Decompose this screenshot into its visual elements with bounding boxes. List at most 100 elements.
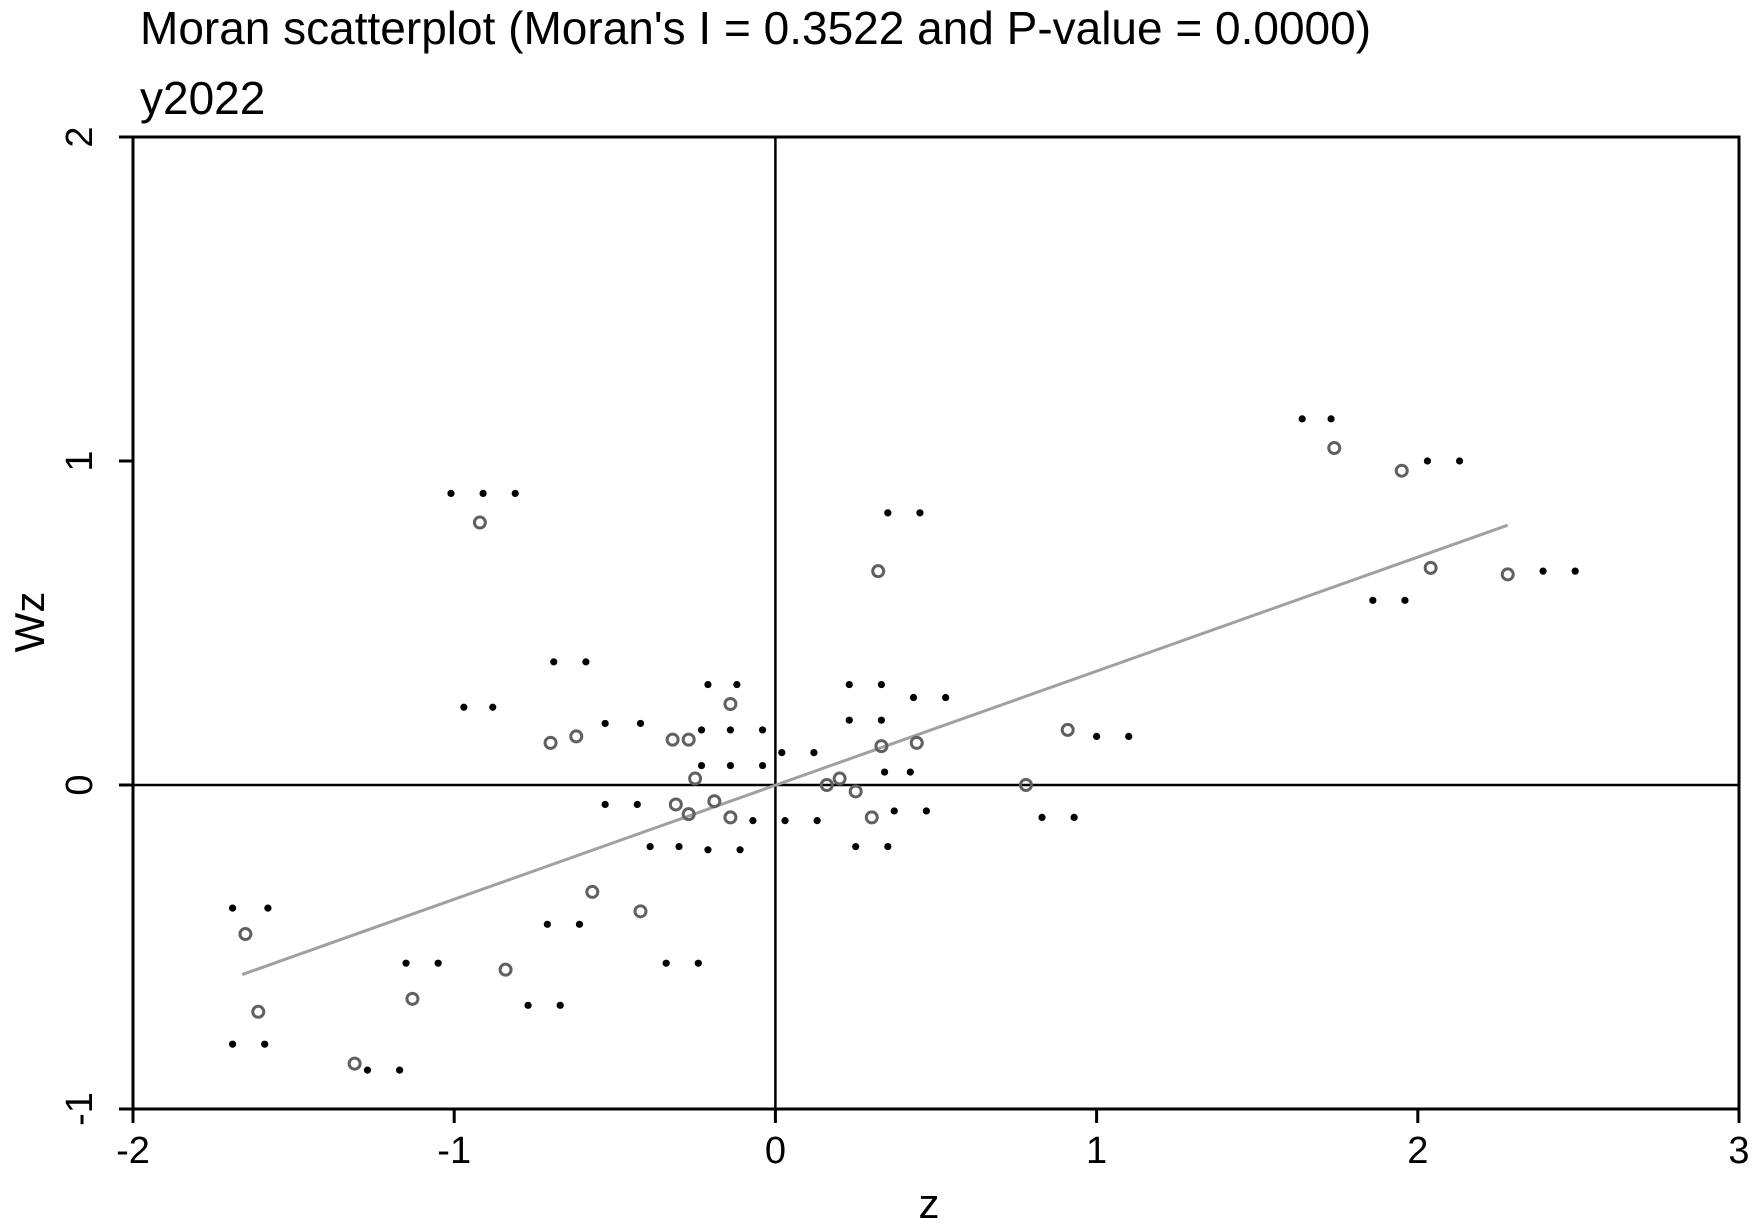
data-point-circle [723,810,738,825]
data-point-dot [675,842,683,851]
plot-frame [131,135,1741,1111]
y-tick-label: -1 [59,1092,101,1126]
data-point-dot [881,768,889,776]
data-point-dot [1125,732,1133,741]
reference-lines [133,137,1739,1109]
data-point-dot [704,846,712,854]
data-point-dot [1038,813,1046,822]
data-point-dot [1401,596,1409,604]
data-point-circle [1500,567,1515,582]
data-point-circle [848,784,863,799]
data-point-dot [758,761,767,770]
data-point-dot [1298,415,1306,423]
x-axis-ticks: -2 -1 0 1 2 3 [116,1109,1750,1172]
data-point-dot [877,680,885,689]
data-point-circle [1018,778,1033,792]
data-point-dot [916,509,924,517]
data-point-dot [852,842,860,851]
data-point-circle [832,771,847,786]
x-tick-label: 3 [1728,1130,1749,1172]
chart-subtitle: y2022 [140,72,265,124]
data-point-dot [906,768,914,776]
x-tick-label: 0 [765,1130,786,1172]
data-point-circle [543,735,558,750]
data-point-dot [694,959,702,967]
data-point-dot [264,904,272,912]
data-point-dot [1369,596,1377,604]
y-axis-label: Wz [6,592,53,653]
x-tick-label: -1 [437,1130,471,1172]
data-point-circle [498,962,513,977]
data-point-circle [668,797,683,812]
data-point-dot [890,807,898,815]
data-point-dot [1539,567,1547,575]
data-point-dot [697,761,706,770]
data-point-dot [575,920,584,928]
data-point-dot [736,846,744,854]
data-point-dot [402,959,410,967]
data-point-dot [543,920,551,928]
data-point-circle [251,1004,266,1019]
data-point-circle [238,927,253,942]
data-point-dot [1571,567,1579,575]
data-point-dot [601,719,609,728]
data-point-dot [845,716,853,724]
data-point-circle [681,732,696,747]
data-point-circle [472,515,487,530]
data-point-dot [884,509,892,517]
data-point-dot [434,959,442,967]
data-point-dot [447,489,455,497]
data-point-dot [395,1066,404,1074]
data-point-dot [813,817,821,825]
data-point-dot [363,1066,372,1074]
data-point-circle [871,564,886,579]
data-point-dot [778,749,786,757]
data-point-dot [662,959,670,967]
data-point-dot [556,1001,564,1009]
y-tick-label: 2 [59,126,101,147]
x-tick-label: -2 [116,1130,150,1172]
data-point-circle [1327,441,1342,456]
data-point-dot [749,817,757,825]
data-point-dot [601,800,609,809]
data-point-dot [582,658,590,666]
data-point-dot [733,680,741,689]
data-point-dot [942,693,950,702]
data-point-circle [347,1056,362,1071]
data-point-dot [511,489,519,497]
data-point-circle [405,991,420,1006]
data-point-dot [1070,813,1078,822]
y-axis-ticks: -1 0 1 2 [59,126,133,1126]
data-point-dot [460,703,468,711]
data-point-circle [1060,722,1075,737]
data-point-circle [909,735,924,750]
data-point-circle [585,884,600,899]
data-point-dot [1327,415,1335,423]
data-point-dot [633,800,641,809]
data-point-circle [819,778,834,792]
data-point-dot [726,761,735,770]
data-point-circle [665,732,680,747]
data-point-dot [909,693,918,702]
data-point-circle [874,739,889,754]
data-point-circle [1394,463,1409,478]
data-point-circle [707,794,722,809]
y-tick-label: 0 [59,774,101,795]
data-point-circle [688,771,703,786]
data-point-circle [1423,560,1438,575]
data-point-dot [758,726,767,734]
data-point-circle [864,810,879,825]
fit-line [241,523,1509,976]
data-point-dot [810,749,818,757]
data-point-dot [1423,457,1432,465]
data-point-dot [489,703,497,711]
data-point-dot [1455,457,1464,465]
fit-line-group [241,523,1509,976]
data-point-dot [550,658,558,666]
x-axis-label: z [919,1180,940,1226]
data-point-dot [877,716,885,724]
data-point-circle [633,904,648,919]
data-point-dot [261,1040,269,1048]
data-point-dot [697,726,706,734]
